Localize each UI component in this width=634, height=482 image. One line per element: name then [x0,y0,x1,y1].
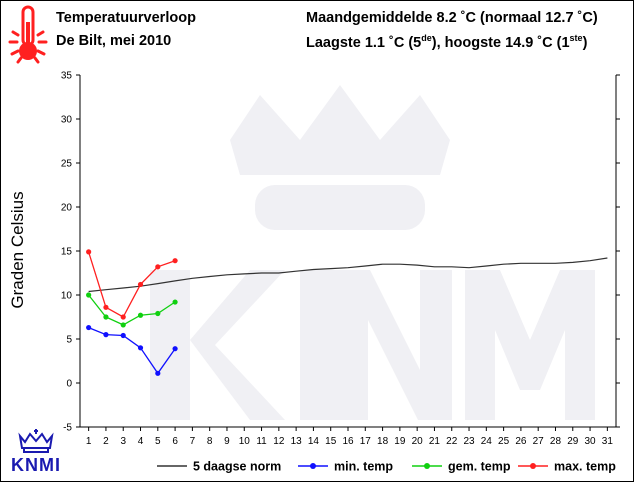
data-point [120,332,126,339]
x-tick-label: 7 [190,436,196,447]
y-tick-label: 5 [66,335,72,346]
legend-label-0: 5 daagse norm [193,460,281,474]
extremes-sup-1: de [421,33,432,43]
y-tick-label: 25 [61,159,73,170]
series-layer [86,249,608,376]
data-point [137,281,144,288]
x-tick-label: 30 [585,436,597,447]
x-tick-label: 8 [207,436,213,447]
x-tick-label: 1 [86,436,92,447]
data-point [103,332,109,338]
x-tick-label: 28 [550,436,562,447]
y-tick-label: 15 [61,247,73,258]
legend-marker-2 [424,463,430,469]
y-tick-label: 10 [61,291,73,302]
legend-marker-3 [530,463,536,469]
x-tick-label: 22 [446,436,458,447]
extremes-text-part-c: ) [582,34,588,51]
data-point [120,314,126,320]
x-tick-label: 27 [533,436,545,447]
x-tick-label: 4 [138,436,144,447]
data-point [86,324,92,331]
series-line-2 [88,294,176,326]
legend-label-2: gem. temp [448,460,511,474]
data-point [137,345,144,351]
x-tick-label: 12 [273,436,285,447]
data-point [155,310,161,317]
x-tick-label: 13 [291,436,303,447]
x-tick-label: 31 [602,436,614,447]
x-tick-label: 9 [224,436,230,447]
x-tick-label: 14 [308,436,320,447]
x-tick-label: 21 [429,436,441,447]
extremes-sup-2: ste [569,33,583,43]
x-tick-label: 18 [377,436,389,447]
data-point [86,249,92,255]
chart-subtitle: De Bilt, mei 2010 [56,33,172,49]
legend: 5 daagse norm min. temp gem. temp max. temp [157,460,616,474]
extremes-text-part-b: ), hoogste 14.9 ˚C (1 [431,34,570,51]
data-point [120,322,126,328]
y-tick-label: 20 [61,203,73,214]
data-point [155,370,161,376]
data-point [155,264,161,270]
x-tick-label: 25 [498,436,510,447]
x-tick-label: 15 [325,436,337,447]
chart-title: Temperatuurverloop [56,10,196,26]
data-point [103,304,109,310]
extremes-text: Laagste 1.1 ˚C (5de), hoogste 14.9 ˚C (1… [306,33,587,51]
x-tick-label: 10 [239,436,251,447]
data-point [172,346,178,352]
y-tick-label: 0 [66,379,72,390]
x-tick-label: 19 [394,436,406,447]
x-tick-label: 16 [342,436,354,447]
data-point [172,258,178,264]
monthly-average-text: Maandgemiddelde 8.2 ˚C (normaal 12.7 ˚C) [306,10,598,26]
legend-label-1: min. temp [334,460,393,474]
x-tick-label: 20 [412,436,424,447]
legend-marker-1 [310,463,316,469]
data-point [103,314,109,320]
x-tick-label: 26 [515,436,527,447]
thermometer-icon [8,5,48,64]
x-tick-label: 29 [567,436,579,447]
y-tick-label: 30 [61,115,73,126]
knmi-watermark [150,85,595,420]
x-tick-label: 5 [155,436,161,447]
data-point [86,292,92,298]
knmi-crown-logo [18,429,54,453]
y-tick-label: -5 [63,423,72,434]
series-line-0 [88,257,608,293]
extremes-text-part-a: Laagste 1.1 ˚C (5 [306,34,422,51]
series-line-1 [88,326,176,375]
y-tick-label: 35 [61,71,73,82]
data-point [172,299,178,305]
x-tick-label: 24 [481,436,493,447]
legend-label-3: max. temp [554,460,616,474]
x-tick-label: 6 [172,436,178,447]
x-tick-label: 3 [120,436,126,447]
logo-text: KNMI [11,455,61,475]
x-tick-label: 17 [360,436,372,447]
series-line-3 [87,251,176,318]
x-tick-label: 23 [463,436,475,447]
data-point [137,312,144,318]
x-tick-label: 11 [256,436,267,447]
x-tick-label: 2 [103,436,109,447]
